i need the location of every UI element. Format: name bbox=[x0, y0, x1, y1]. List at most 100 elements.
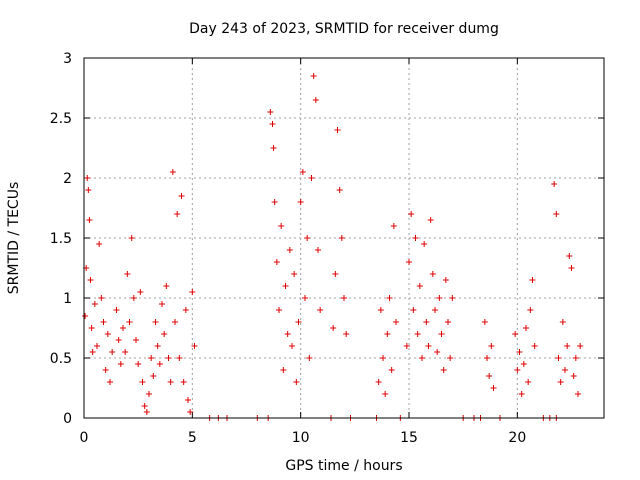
data-point bbox=[421, 241, 428, 247]
data-point bbox=[516, 349, 523, 355]
y-tick-label: 2.5 bbox=[50, 111, 72, 127]
data-point bbox=[295, 319, 302, 325]
data-point bbox=[180, 379, 187, 385]
data-point bbox=[486, 373, 493, 379]
data-point bbox=[317, 307, 324, 313]
data-point bbox=[139, 379, 146, 385]
data-point bbox=[436, 295, 443, 301]
x-tick-label: 10 bbox=[292, 430, 310, 446]
data-point bbox=[130, 295, 137, 301]
data-point bbox=[315, 247, 321, 253]
data-point bbox=[187, 409, 194, 415]
data-point bbox=[434, 349, 441, 355]
data-point bbox=[308, 175, 315, 181]
data-point bbox=[117, 361, 124, 367]
y-tick-label: 2 bbox=[63, 171, 72, 187]
data-point bbox=[191, 343, 198, 349]
data-point bbox=[442, 277, 449, 283]
x-tick-label: 0 bbox=[80, 430, 89, 446]
data-point bbox=[267, 109, 274, 115]
data-point bbox=[113, 307, 120, 313]
data-points bbox=[82, 73, 584, 421]
data-point bbox=[559, 319, 566, 325]
data-point bbox=[393, 319, 399, 325]
data-point bbox=[445, 319, 451, 325]
data-point bbox=[425, 343, 432, 349]
data-point bbox=[408, 211, 415, 217]
data-point bbox=[152, 319, 159, 325]
x-tick-label: 20 bbox=[508, 430, 526, 446]
data-point bbox=[577, 343, 584, 349]
data-point bbox=[338, 235, 345, 241]
data-point bbox=[440, 367, 447, 373]
data-point bbox=[98, 295, 105, 301]
data-point bbox=[427, 217, 434, 223]
data-point bbox=[566, 253, 573, 259]
data-point bbox=[182, 307, 189, 313]
data-point bbox=[104, 331, 111, 337]
data-point bbox=[163, 283, 170, 289]
data-point bbox=[438, 331, 445, 337]
data-point bbox=[128, 235, 135, 241]
data-point bbox=[133, 337, 139, 343]
data-point bbox=[137, 289, 144, 295]
data-point bbox=[518, 391, 525, 397]
data-point bbox=[143, 409, 150, 415]
data-point bbox=[115, 337, 122, 343]
data-point bbox=[572, 355, 579, 361]
x-tick-label: 5 bbox=[188, 430, 197, 446]
data-point bbox=[302, 295, 308, 301]
data-point bbox=[410, 307, 417, 313]
axis-ticks: 0 0.5 1 1.5 2 2.5 3 0 5 10 15 20 bbox=[50, 51, 604, 446]
data-point bbox=[273, 259, 280, 265]
data-point bbox=[484, 355, 490, 361]
data-point bbox=[310, 73, 317, 79]
data-point bbox=[87, 277, 94, 283]
data-point bbox=[382, 391, 389, 397]
data-point bbox=[380, 355, 386, 361]
data-point bbox=[449, 295, 456, 301]
data-point bbox=[447, 355, 454, 361]
data-point bbox=[416, 283, 423, 289]
data-point bbox=[289, 343, 295, 349]
data-point bbox=[82, 313, 89, 319]
data-point bbox=[312, 97, 319, 103]
data-point bbox=[120, 325, 126, 331]
data-point bbox=[343, 331, 350, 337]
data-point bbox=[85, 187, 92, 193]
y-axis-label: SRMTID / TECUs bbox=[6, 182, 22, 295]
data-point bbox=[122, 349, 129, 355]
data-point bbox=[126, 319, 133, 325]
data-point bbox=[284, 331, 291, 337]
data-point bbox=[297, 199, 304, 205]
x-axis-label: GPS time / hours bbox=[285, 458, 402, 474]
data-point bbox=[564, 343, 571, 349]
data-point bbox=[304, 235, 311, 241]
data-point bbox=[523, 325, 529, 331]
y-tick-label: 3 bbox=[63, 51, 72, 67]
data-point bbox=[278, 223, 285, 229]
data-point bbox=[531, 343, 538, 349]
data-point bbox=[423, 319, 430, 325]
data-point bbox=[159, 301, 165, 307]
data-point bbox=[388, 367, 395, 373]
data-point bbox=[481, 319, 488, 325]
data-point bbox=[174, 211, 181, 217]
data-point bbox=[270, 145, 277, 151]
data-point bbox=[156, 361, 163, 367]
data-point bbox=[169, 169, 176, 175]
data-point bbox=[94, 343, 100, 349]
y-tick-label: 0 bbox=[63, 411, 72, 427]
data-point bbox=[332, 271, 339, 277]
data-point bbox=[109, 349, 116, 355]
data-point bbox=[414, 331, 421, 337]
data-point bbox=[154, 343, 161, 349]
data-point bbox=[375, 379, 382, 385]
data-point bbox=[557, 379, 564, 385]
data-point bbox=[575, 391, 581, 397]
data-point bbox=[102, 367, 109, 373]
data-point bbox=[429, 271, 436, 277]
data-point bbox=[178, 193, 185, 199]
data-point bbox=[551, 181, 558, 187]
data-point bbox=[306, 355, 313, 361]
